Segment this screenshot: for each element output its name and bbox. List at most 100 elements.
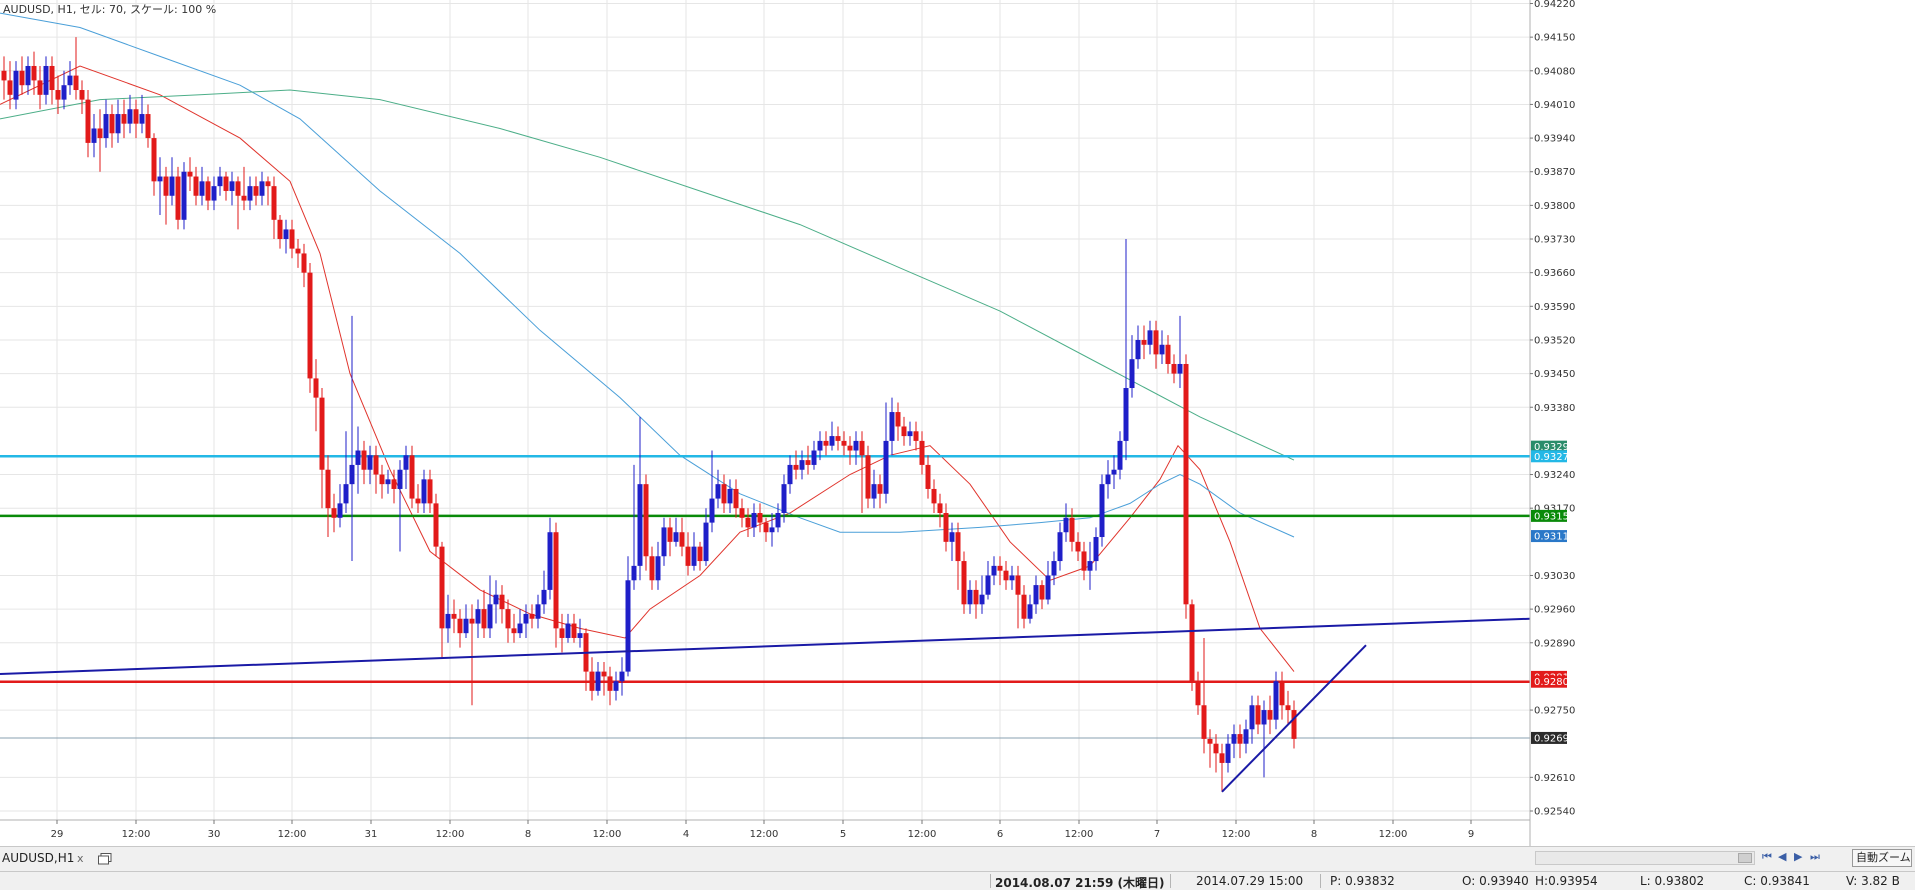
candle xyxy=(1153,320,1159,369)
time-tick-label: 12:00 xyxy=(278,829,307,840)
candle-body xyxy=(181,171,187,220)
candle-body xyxy=(697,546,703,562)
candle xyxy=(847,436,853,465)
candle xyxy=(733,479,739,518)
candle-body xyxy=(79,90,85,100)
time-tick-label: 8 xyxy=(1311,829,1317,840)
candle xyxy=(781,474,787,523)
status-volume: V: 3.82 B xyxy=(1846,874,1900,888)
ma-green-line xyxy=(0,89,1295,461)
candle xyxy=(925,455,931,499)
scroll-last-icon[interactable]: ⏭ xyxy=(1810,850,1820,863)
candle-body xyxy=(835,436,841,441)
candle xyxy=(487,575,493,638)
candle xyxy=(1099,474,1105,547)
candle xyxy=(637,416,643,581)
candle-body xyxy=(787,464,793,485)
candle xyxy=(451,599,457,634)
candle-body xyxy=(727,488,733,504)
candle xyxy=(193,166,199,206)
price-badge: 0.92809 xyxy=(1531,675,1575,688)
candle xyxy=(37,65,43,110)
moving-averages xyxy=(0,12,1295,672)
candle xyxy=(91,114,97,158)
candle xyxy=(1183,354,1189,619)
chart-tab[interactable]: AUDUSD,H1 xyxy=(2,851,75,865)
candle xyxy=(139,94,145,134)
candle xyxy=(685,532,691,576)
candle-body xyxy=(1195,681,1201,706)
candle xyxy=(1,56,7,100)
candle xyxy=(859,431,865,513)
candle xyxy=(1087,541,1093,590)
candle xyxy=(433,493,439,557)
time-tick-label: 5 xyxy=(840,829,846,840)
ma-red-line xyxy=(0,65,1295,672)
candle xyxy=(691,532,697,571)
price-tick-label: 0.92750 xyxy=(1534,706,1575,717)
auto-zoom-button[interactable]: 自動ズーム xyxy=(1852,849,1912,867)
candle-body xyxy=(1261,710,1267,725)
price-badge-bg xyxy=(1531,440,1567,453)
candle-body xyxy=(769,527,775,533)
price-badge: 0.93154 xyxy=(1531,509,1575,522)
candle xyxy=(499,585,505,624)
candle-body xyxy=(385,479,391,485)
candle-body xyxy=(1003,570,1009,581)
candle-body xyxy=(259,181,265,196)
candle xyxy=(289,219,295,259)
price-badge: 0.93278 xyxy=(1531,450,1575,463)
candle xyxy=(1159,330,1165,364)
candle xyxy=(229,171,235,206)
status-high: H:0.93954 xyxy=(1535,874,1598,888)
candle xyxy=(331,493,337,533)
candle xyxy=(25,56,31,95)
candle-body xyxy=(487,604,493,629)
candle-body xyxy=(847,445,853,451)
candle xyxy=(1117,431,1123,480)
scroll-next-icon[interactable]: ▶ xyxy=(1794,850,1803,863)
candle xyxy=(985,561,991,600)
candle-body xyxy=(523,613,529,624)
candle xyxy=(805,445,811,475)
candle xyxy=(607,666,613,706)
candle-body xyxy=(61,85,67,100)
candle-body xyxy=(577,633,583,638)
candle xyxy=(181,162,187,230)
scroll-prev-icon[interactable]: ◀ xyxy=(1778,850,1787,863)
candle xyxy=(337,484,343,528)
candle-body xyxy=(613,681,619,691)
plot-area[interactable] xyxy=(0,0,1530,820)
status-separator xyxy=(1170,874,1171,888)
horizontal-scrollbar[interactable] xyxy=(1535,851,1755,865)
price-badge-label: 0.93278 xyxy=(1534,452,1575,463)
candle-body xyxy=(1255,705,1261,725)
candle xyxy=(649,546,655,590)
scrollbar-thumb[interactable] xyxy=(1738,853,1752,863)
candle-body xyxy=(1033,585,1039,605)
window-icon[interactable] xyxy=(98,852,112,865)
ma-blue-line xyxy=(0,12,1295,538)
candle xyxy=(445,594,451,643)
time-tick-label: 12:00 xyxy=(1379,829,1408,840)
candle xyxy=(1273,671,1279,730)
candle xyxy=(991,556,997,586)
scroll-first-icon[interactable]: ⏮ xyxy=(1762,850,1772,863)
candle-body xyxy=(49,65,55,91)
candle-body xyxy=(187,171,193,177)
time-tick-label: 12:00 xyxy=(908,829,937,840)
candle xyxy=(727,479,733,513)
price-badge-label: 0.92809 xyxy=(1534,677,1575,688)
candle xyxy=(571,613,577,643)
candle-body xyxy=(1225,743,1231,763)
candle xyxy=(1291,700,1297,749)
price-tick-label: 0.94150 xyxy=(1534,33,1575,44)
candle-body xyxy=(91,128,97,143)
price-chart[interactable]: 0.94220 0.94150 0.94080 0.94010 0.93940 0.938… xyxy=(0,0,1915,846)
candle xyxy=(271,176,277,240)
candle-body xyxy=(709,498,715,523)
candle xyxy=(1177,315,1183,389)
candle-body xyxy=(1165,344,1171,364)
candle xyxy=(31,51,37,95)
tab-close-icon[interactable]: x xyxy=(77,852,84,865)
